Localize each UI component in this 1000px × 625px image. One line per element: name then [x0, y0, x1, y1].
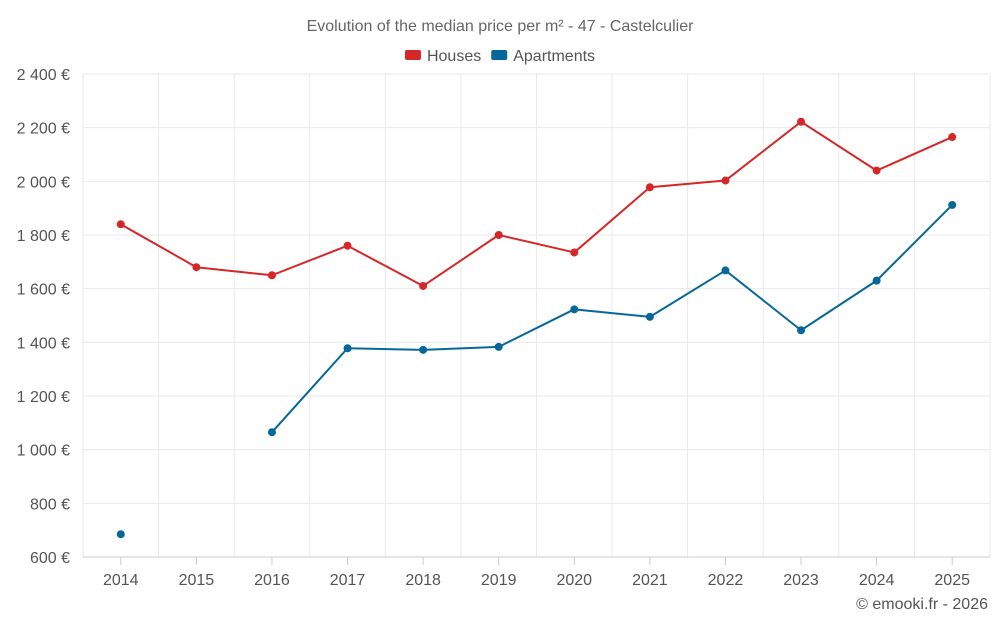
data-point-houses[interactable] — [267, 271, 276, 280]
y-tick-label: 1 000 € — [17, 443, 70, 460]
legend-item-apartments[interactable]: Apartments — [491, 48, 595, 65]
series-houses — [116, 117, 957, 290]
data-point-apartments[interactable] — [116, 530, 125, 539]
data-point-houses[interactable] — [948, 133, 957, 142]
x-tick-label: 2016 — [254, 572, 290, 589]
legend-label: Houses — [427, 48, 481, 65]
data-point-apartments[interactable] — [494, 342, 503, 351]
chart-title: Evolution of the median price per m² - 4… — [307, 18, 695, 35]
data-point-houses[interactable] — [645, 183, 654, 192]
series-apartments — [116, 200, 957, 539]
data-point-apartments[interactable] — [948, 200, 957, 209]
x-tick-label: 2015 — [179, 572, 215, 589]
series-layer — [116, 117, 957, 539]
data-point-houses[interactable] — [570, 248, 579, 257]
data-point-apartments[interactable] — [872, 276, 881, 285]
y-tick-label: 1 800 € — [17, 228, 70, 245]
data-point-houses[interactable] — [419, 281, 428, 290]
data-point-houses[interactable] — [721, 176, 730, 185]
data-point-apartments[interactable] — [419, 345, 428, 354]
data-point-houses[interactable] — [872, 166, 881, 175]
legend-swatch — [404, 50, 421, 60]
legend: Houses Apartments — [404, 48, 595, 65]
legend-label: Apartments — [513, 48, 595, 65]
data-point-houses[interactable] — [192, 263, 201, 272]
legend-item-houses[interactable]: Houses — [404, 48, 481, 65]
legend-swatch — [491, 50, 508, 60]
x-tick-label: 2021 — [632, 572, 668, 589]
x-tick-label: 2025 — [934, 572, 970, 589]
y-axis-ticks: 600 € 800 € 1 000 € 1 200 € 1 400 € 1 600 € 1 … — [17, 67, 70, 567]
y-tick-label: 2 400 € — [17, 67, 70, 84]
y-tick-label: 1 600 € — [17, 282, 70, 299]
x-tick-label: 2022 — [708, 572, 744, 589]
data-point-houses[interactable] — [116, 220, 125, 229]
x-axis-ticks: 2014 2015 2016 2017 2018 2019 2020 2021 2022 2023… — [103, 557, 970, 589]
y-tick-label: 800 € — [30, 496, 70, 513]
credit-text: © emooki.fr - 2026 — [856, 596, 988, 613]
y-tick-label: 600 € — [30, 550, 70, 567]
y-tick-label: 1 200 € — [17, 389, 70, 406]
data-point-apartments[interactable] — [343, 344, 352, 353]
x-tick-label: 2024 — [859, 572, 895, 589]
x-tick-label: 2020 — [556, 572, 592, 589]
data-point-apartments[interactable] — [570, 305, 579, 314]
data-point-houses[interactable] — [494, 231, 503, 239]
series-line-houses — [120, 120, 953, 287]
data-point-apartments[interactable] — [797, 326, 806, 335]
data-point-apartments[interactable] — [645, 312, 654, 321]
y-tick-label: 2 000 € — [17, 174, 70, 191]
y-tick-label: 1 400 € — [17, 335, 70, 352]
x-tick-label: 2023 — [783, 572, 819, 589]
data-point-houses[interactable] — [343, 241, 352, 250]
data-point-apartments[interactable] — [721, 266, 730, 275]
x-tick-label: 2014 — [103, 572, 139, 589]
x-gridlines — [82, 74, 991, 557]
y-tick-label: 2 200 € — [17, 121, 70, 138]
data-point-houses[interactable] — [797, 117, 806, 126]
x-tick-label: 2019 — [481, 572, 517, 589]
x-tick-label: 2017 — [330, 572, 366, 589]
series-line-apartments — [271, 204, 953, 433]
x-tick-label: 2018 — [405, 572, 441, 589]
data-point-apartments[interactable] — [267, 428, 276, 437]
